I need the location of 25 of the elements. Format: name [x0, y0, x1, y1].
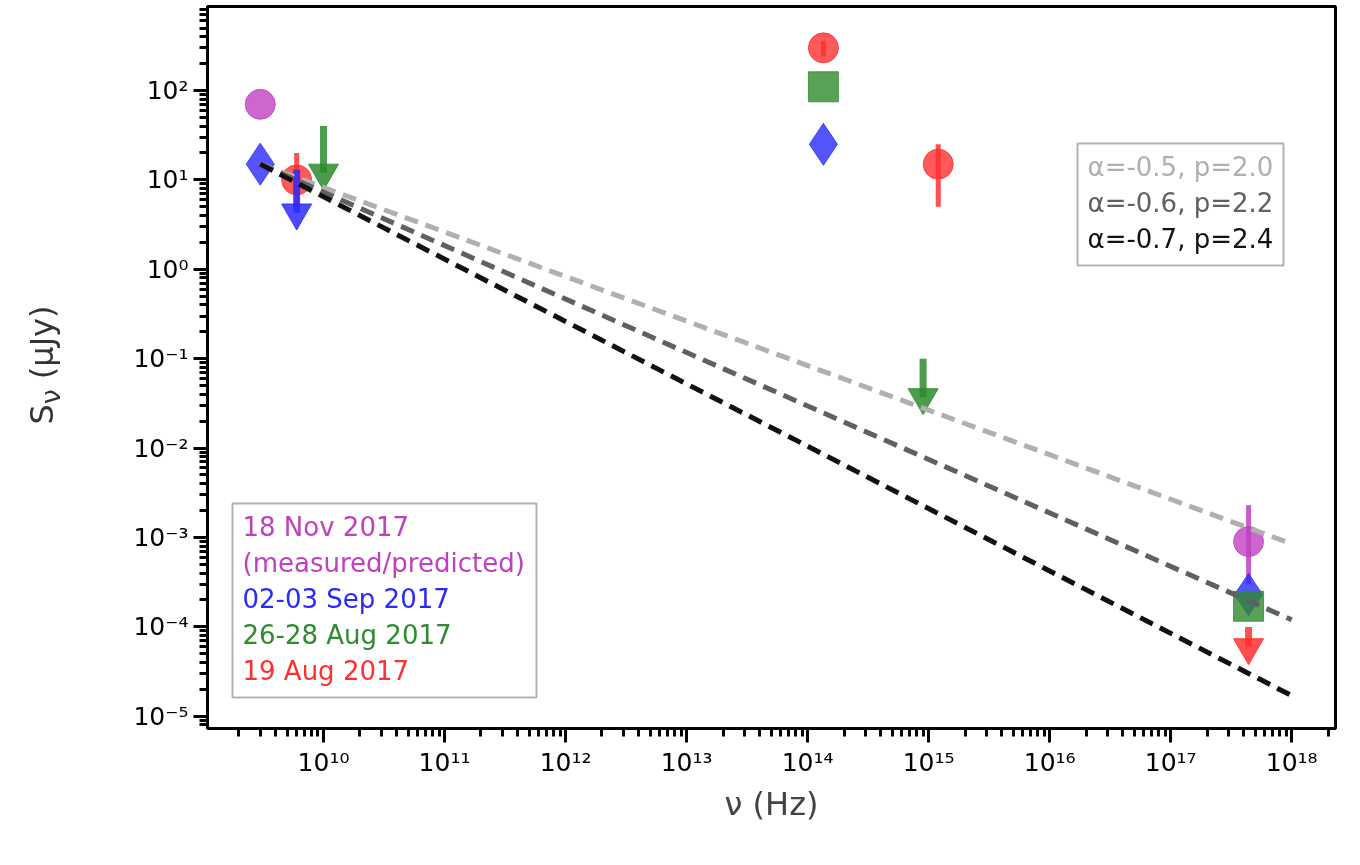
x-tick-label: 10¹¹ [418, 747, 471, 777]
y-tick-label: 10¹ [146, 165, 189, 195]
x-axis-title: ν (Hz) [724, 784, 819, 823]
y-tick-label: 10⁻³ [133, 522, 189, 552]
y-tick-label: 10² [146, 75, 189, 105]
x-tick-label: 10¹⁰ [297, 747, 350, 777]
text: α=-0.6, p=2.2 [1087, 187, 1274, 218]
text: 02-03 Sep 2017 [242, 583, 450, 614]
x-tick-label: 10¹⁵ [902, 747, 955, 777]
x-tick-label: 10¹⁶ [1023, 747, 1076, 777]
text: 26-28 Aug 2017 [242, 619, 452, 650]
text: 19 Aug 2017 [242, 655, 410, 686]
y-tick-label: 10⁰ [146, 254, 189, 284]
x-tick-label: 10¹⁴ [781, 747, 834, 777]
y-tick-label: 10⁻⁴ [133, 612, 189, 642]
y-tick-label: 10⁻¹ [133, 344, 189, 374]
x-tick-label: 10¹² [539, 747, 592, 777]
y-tick-label: 10⁻⁵ [133, 701, 189, 731]
text: α=-0.5, p=2.0 [1087, 151, 1274, 182]
text: α=-0.7, p=2.4 [1087, 223, 1274, 254]
text: 18 Nov 2017 (measured/predicted) [242, 511, 525, 578]
y-tick-label: 10⁻² [133, 433, 189, 463]
x-tick-label: 10¹⁷ [1144, 747, 1197, 777]
x-tick-label: 10¹³ [660, 747, 713, 777]
x-tick-label: 10¹⁸ [1265, 747, 1318, 777]
